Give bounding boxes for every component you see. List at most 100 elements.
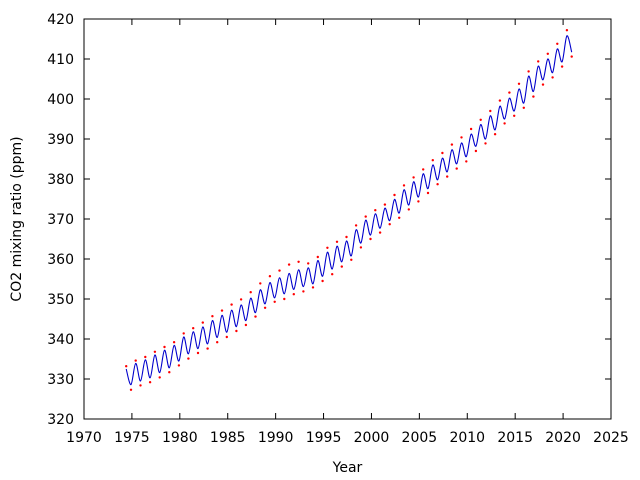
data-point [220, 309, 224, 312]
data-point [393, 193, 396, 197]
data-point [153, 350, 157, 353]
x-tick-label: 1980 [162, 430, 198, 446]
data-point [383, 203, 387, 206]
data-point [513, 114, 516, 118]
y-tick-label: 390 [47, 132, 74, 148]
x-tick-label: 2015 [497, 430, 533, 446]
data-point [297, 260, 300, 263]
x-tick-label: 1970 [66, 430, 102, 446]
data-point [134, 359, 137, 362]
data-point [402, 184, 406, 187]
y-tick-label: 370 [47, 212, 74, 228]
y-tick-label: 350 [47, 292, 74, 308]
data-point [517, 82, 521, 86]
x-tick-label: 2020 [545, 430, 581, 446]
data-point [551, 76, 554, 79]
data-point [450, 143, 454, 146]
data-point [498, 99, 502, 102]
data-point [431, 159, 434, 162]
x-axis-title: Year [332, 460, 363, 476]
x-tick-label: 1985 [210, 430, 246, 446]
x-tick-label: 1975 [114, 430, 150, 446]
data-point [541, 83, 545, 86]
data-point [532, 95, 535, 98]
data-point [302, 290, 305, 293]
data-point [436, 183, 439, 186]
x-tick-label: 2010 [449, 430, 485, 446]
x-tick-label: 2000 [354, 430, 390, 446]
data-point [369, 237, 372, 241]
data-point [316, 255, 319, 259]
data-point [493, 133, 497, 136]
data-point [465, 160, 468, 163]
data-point [398, 216, 401, 219]
x-tick-label: 1995 [306, 430, 342, 446]
data-point [446, 175, 449, 178]
plot-area [125, 29, 573, 391]
data-point [239, 298, 243, 301]
data-point [139, 384, 142, 387]
y-tick-label: 320 [47, 412, 74, 428]
data-point [460, 136, 463, 139]
data-point [340, 265, 343, 268]
data-point [455, 167, 458, 170]
data-point [230, 303, 233, 306]
data-point [345, 235, 348, 239]
data-point [331, 273, 334, 276]
y-tick-label: 360 [47, 252, 74, 268]
data-point [359, 246, 363, 249]
y-axis-title: CO2 mixing ratio (ppm) [9, 136, 25, 301]
data-point [206, 347, 209, 350]
data-point [527, 70, 530, 73]
data-point [211, 315, 214, 318]
data-point [216, 341, 219, 344]
data-point [474, 149, 478, 153]
data-point [407, 208, 410, 211]
data-point [537, 60, 540, 63]
y-tick-label: 340 [47, 332, 74, 348]
data-point [479, 118, 482, 122]
data-point [484, 142, 487, 145]
data-point [287, 263, 291, 266]
data-point [259, 282, 262, 285]
x-tick-label: 1990 [258, 430, 294, 446]
data-point [422, 168, 425, 171]
data-point [321, 279, 324, 283]
series-line [125, 35, 573, 386]
data-point [326, 246, 329, 249]
y-tick-label: 410 [47, 52, 74, 68]
data-point [374, 209, 377, 212]
data-point [489, 109, 492, 113]
data-point [388, 223, 391, 226]
data-point [350, 258, 353, 261]
data-point [556, 42, 559, 45]
data-point [172, 341, 176, 344]
data-point [364, 215, 367, 218]
data-point [235, 329, 238, 333]
data-point [187, 357, 190, 360]
data-point [417, 200, 420, 203]
data-point [254, 315, 257, 318]
y-tick-label: 380 [47, 172, 74, 188]
data-point [148, 381, 152, 384]
data-point [307, 262, 310, 265]
data-point [201, 321, 204, 324]
data-point [354, 224, 358, 227]
data-point [196, 351, 200, 355]
data-point [469, 127, 473, 131]
data-point [565, 29, 569, 32]
data-point [163, 345, 166, 349]
data-point [503, 122, 506, 125]
data-point [283, 297, 286, 301]
data-point [177, 364, 181, 367]
x-tick-label: 2025 [593, 430, 629, 446]
data-point [560, 65, 564, 68]
data-point [244, 323, 248, 327]
axes: 1970 1975 1980 1985 1990 1995 2000 2005 2010 2015… [47, 12, 629, 446]
y-tick-label: 420 [47, 12, 74, 28]
data-point [311, 286, 315, 289]
data-point [546, 52, 549, 55]
data-point [158, 376, 161, 379]
data-point [441, 151, 444, 155]
